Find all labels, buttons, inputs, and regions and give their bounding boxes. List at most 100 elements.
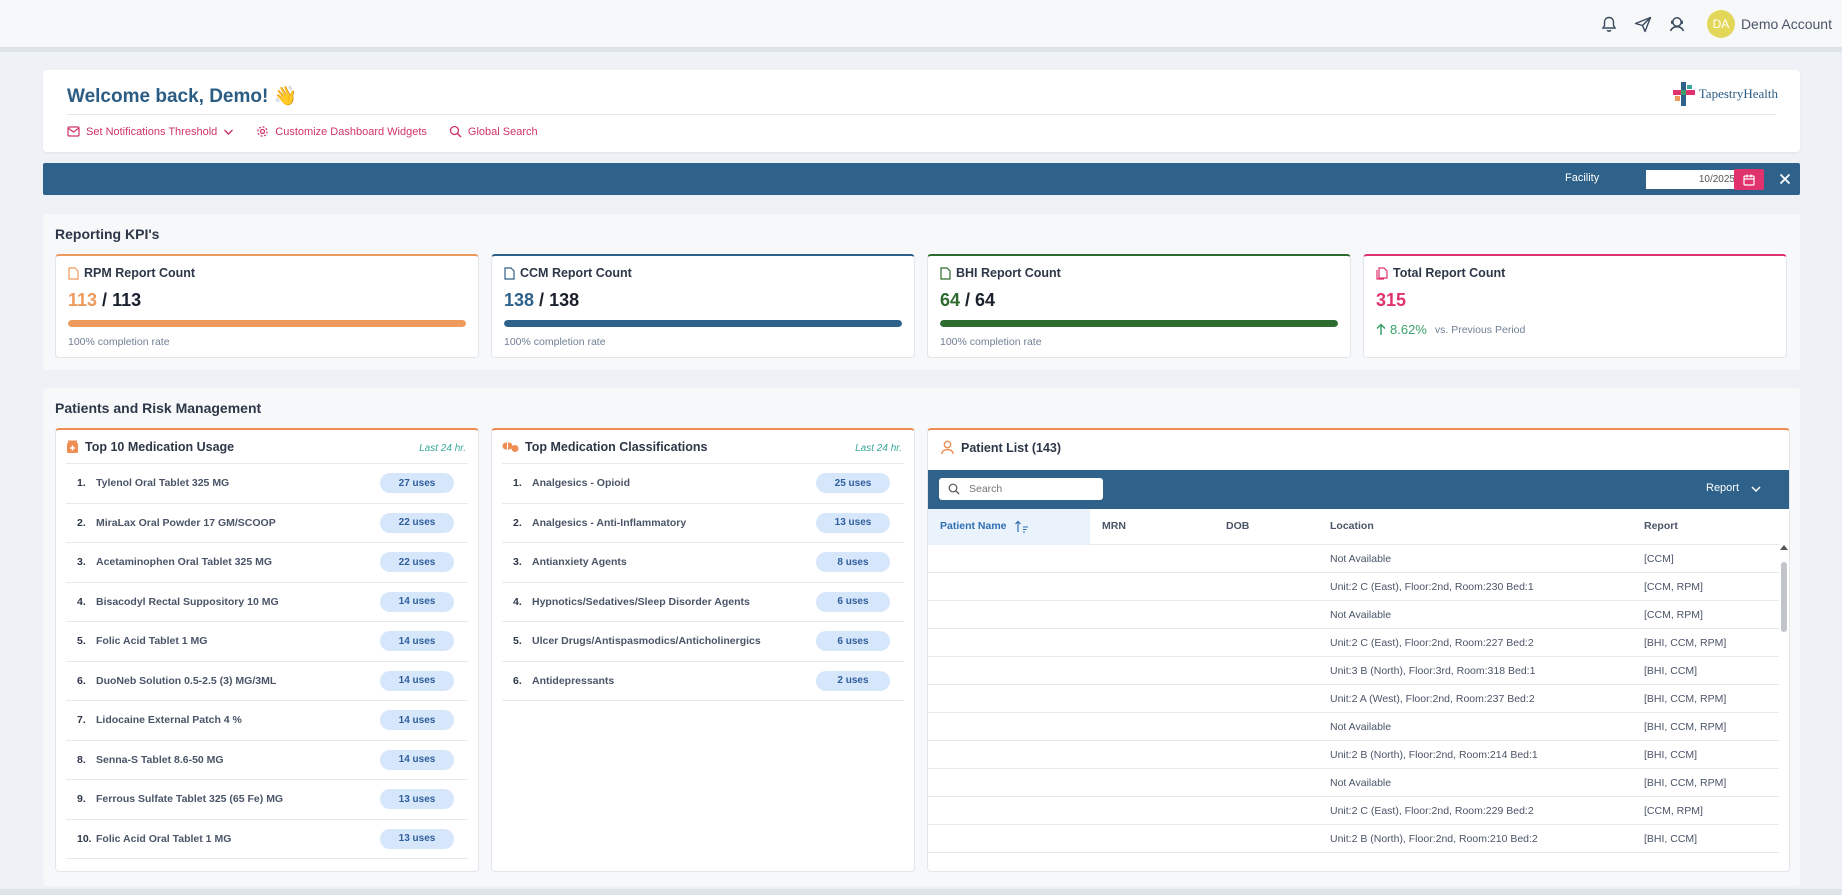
list-item[interactable]: 1. Tylenol Oral Tablet 325 MG 27 uses	[66, 464, 468, 504]
bell-icon[interactable]	[1599, 14, 1619, 34]
pill-capsule-icon	[502, 442, 519, 452]
list-item[interactable]: 5. Folic Acid Tablet 1 MG 14 uses	[66, 622, 468, 662]
list-item[interactable]: 4. Bisacodyl Rectal Suppository 10 MG 14 u…	[66, 583, 468, 622]
facility-dropdown[interactable]: Facility	[1565, 172, 1600, 184]
table-row[interactable]: Unit:2 B (North), Floor:2nd, Room:214 Be…	[928, 741, 1779, 769]
rank: 1.	[77, 477, 86, 490]
medication-name: Folic Acid Tablet 1 MG	[96, 635, 208, 648]
table-row[interactable]: Unit:3 B (North), Floor:3rd, Room:318 Be…	[928, 657, 1779, 685]
column-location[interactable]: Location	[1330, 520, 1374, 532]
time-range-tag: Last 24 hr.	[855, 443, 902, 454]
table-row[interactable]: Not Available [CCM, RPM]	[928, 601, 1779, 629]
report-filter-dropdown[interactable]: Report	[1706, 482, 1740, 494]
date-input[interactable]	[1646, 170, 1743, 189]
table-header: Patient Name MRN DOB Location Report	[928, 509, 1779, 545]
patient-list-card: Patient List (143) Report Patient Name M…	[927, 428, 1790, 872]
list-item[interactable]: 9. Ferrous Sulfate Tablet 325 (65 Fe) MG 1…	[66, 780, 468, 820]
rank: 4.	[77, 595, 86, 608]
global-search-label: Global Search	[467, 125, 538, 138]
avatar[interactable]: DA	[1706, 10, 1735, 38]
table-row[interactable]: Unit:2 A (West), Floor:2nd, Room:237 Bed…	[928, 685, 1779, 713]
medication-classifications-card: Top Medication Classifications Last 24 h…	[491, 428, 915, 872]
scrollbar[interactable]	[1779, 545, 1789, 871]
list-item[interactable]: 8. Senna-S Tablet 8.6-50 MG 14 uses	[66, 741, 468, 780]
location-cell: Unit:2 C (East), Floor:2nd, Room:227 Bed…	[1330, 637, 1534, 649]
uses-badge: 14 uses	[380, 631, 454, 652]
rank: 10.	[77, 832, 92, 845]
medication-name: Tylenol Oral Tablet 325 MG	[96, 477, 230, 490]
page-title: Welcome back, Demo! 👋	[67, 86, 298, 107]
list-item[interactable]: 2. MiraLax Oral Powder 17 GM/SCOOP 22 uses	[66, 504, 468, 543]
medication-name: Lidocaine External Patch 4 %	[96, 714, 242, 727]
kpi-card-title: Total Report Count	[1393, 266, 1506, 280]
list-item[interactable]: 3. Acetaminophen Oral Tablet 325 MG 22 use…	[66, 543, 468, 583]
kpi-card-title: BHI Report Count	[956, 266, 1061, 280]
total-report-card[interactable]: Total Report Count 315 8.62% vs. Previou…	[1363, 254, 1787, 358]
ccm-report-card[interactable]: CCM Report Count 138 / 138 100% completi…	[491, 254, 915, 358]
rank: 8.	[77, 753, 86, 766]
list-item[interactable]: 3. Antianxiety Agents 8 uses	[502, 543, 904, 583]
clear-filters-button[interactable]	[1776, 170, 1794, 188]
list-item[interactable]: 6. Antidepressants 2 uses	[502, 662, 904, 701]
kpi-card-value: 113 / 113	[68, 290, 142, 310]
list-item[interactable]: 10. Folic Acid Oral Tablet 1 MG 13 uses	[66, 820, 468, 859]
global-search-button[interactable]: Global Search	[449, 125, 538, 138]
document-icon	[68, 266, 79, 280]
arrow-up-icon	[1376, 323, 1386, 335]
progress-bar	[504, 320, 902, 327]
table-row[interactable]: Not Available [BHI, CCM, RPM]	[928, 713, 1779, 741]
uses-badge: 27 uses	[380, 473, 454, 494]
column-dob[interactable]: DOB	[1226, 520, 1250, 532]
medication-usage-list: 1. Tylenol Oral Tablet 325 MG 27 uses 2. Mi…	[66, 463, 468, 859]
kpi-card-header: BHI Report Count	[940, 266, 1061, 280]
kpi-card-header: RPM Report Count	[68, 266, 195, 280]
set-notifications-threshold-button[interactable]: Set Notifications Threshold	[67, 126, 234, 138]
classification-name: Antidepressants	[532, 674, 615, 687]
rank: 7.	[77, 714, 86, 727]
list-item[interactable]: 6. DuoNeb Solution 0.5-2.5 (3) MG/3ML 14 u…	[66, 662, 468, 701]
list-item[interactable]: 1. Analgesics - Opioid 25 uses	[502, 464, 904, 504]
gear-icon	[257, 126, 268, 137]
kpi-card-value: 64 / 64	[940, 290, 996, 310]
patients-risk-section: Patients and Risk Management Top 10 Medi…	[43, 388, 1800, 886]
calendar-icon	[1743, 174, 1755, 186]
scroll-up-icon[interactable]	[1780, 544, 1788, 550]
medication-name: Acetaminophen Oral Tablet 325 MG	[96, 556, 273, 569]
list-item[interactable]: 7. Lidocaine External Patch 4 % 14 uses	[66, 701, 468, 741]
table-row[interactable]: Not Available [BHI, CCM, RPM]	[928, 769, 1779, 797]
bhi-report-card[interactable]: BHI Report Count 64 / 64 100% completion…	[927, 254, 1351, 358]
chevron-down-icon[interactable]	[1750, 483, 1762, 495]
rank: 5.	[513, 635, 522, 648]
table-row[interactable]: Unit:2 C (East), Floor:2nd, Room:227 Bed…	[928, 629, 1779, 657]
document-icon	[940, 266, 951, 280]
uses-badge: 13 uses	[380, 828, 454, 849]
search-input[interactable]	[939, 478, 1103, 500]
medication-name: DuoNeb Solution 0.5-2.5 (3) MG/3ML	[96, 674, 277, 687]
account-name[interactable]: Demo Account	[1740, 16, 1832, 32]
sort-ascending-icon[interactable]	[1015, 520, 1029, 533]
list-item[interactable]: 2. Analgesics - Anti-Inflammatory 13 uses	[502, 504, 904, 543]
send-icon[interactable]	[1633, 14, 1653, 34]
logo: TapestryHealth	[1672, 82, 1778, 106]
table-row[interactable]: Not Available [CCM]	[928, 545, 1779, 573]
support-icon[interactable]	[1667, 14, 1687, 34]
column-report[interactable]: Report	[1644, 520, 1678, 532]
quick-actions: Set Notifications Threshold Customize Da…	[67, 125, 538, 138]
scroll-thumb[interactable]	[1781, 562, 1787, 632]
report-cell: [CCM, RPM]	[1644, 581, 1703, 593]
logo-text: TapestryHealth	[1698, 86, 1778, 101]
rpm-report-card[interactable]: RPM Report Count 113 / 113 100% completi…	[55, 254, 479, 358]
column-mrn[interactable]: MRN	[1102, 520, 1126, 532]
column-patient-name[interactable]: Patient Name	[940, 520, 1007, 532]
customize-dashboard-widgets-button[interactable]: Customize Dashboard Widgets	[256, 125, 427, 138]
table-row[interactable]: Unit:2 B (North), Floor:2nd, Room:210 Be…	[928, 825, 1779, 853]
time-range-tag: Last 24 hr.	[419, 443, 466, 454]
location-cell: Not Available	[1330, 777, 1392, 789]
list-item[interactable]: 4. Hypnotics/Sedatives/Sleep Disorder Age…	[502, 583, 904, 622]
table-row[interactable]: Unit:2 C (East), Floor:2nd, Room:229 Bed…	[928, 797, 1779, 825]
list-item[interactable]: 5. Ulcer Drugs/Antispasmodics/Anticholine…	[502, 622, 904, 662]
uses-badge: 14 uses	[380, 591, 454, 612]
calendar-button[interactable]	[1734, 169, 1764, 190]
table-row[interactable]: Unit:2 C (East), Floor:2nd, Room:230 Bed…	[928, 573, 1779, 601]
uses-badge: 6 uses	[816, 591, 890, 612]
